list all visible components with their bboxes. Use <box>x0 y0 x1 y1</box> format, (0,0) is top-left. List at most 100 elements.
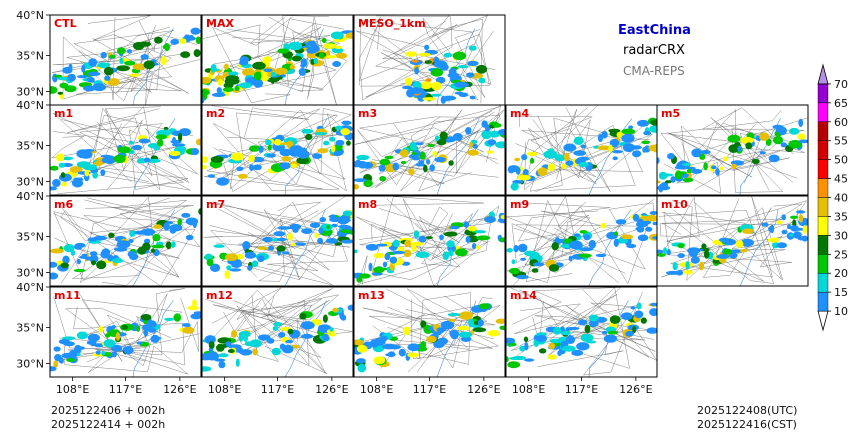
reflectivity-cell <box>216 343 225 352</box>
reflectivity-cell <box>607 330 618 335</box>
reflectivity-cell <box>439 63 449 71</box>
reflectivity-cell <box>300 58 308 68</box>
reflectivity-cell <box>404 239 412 248</box>
reflectivity-cell <box>430 68 444 77</box>
reflectivity-cell <box>293 242 307 246</box>
reflectivity-cell <box>202 366 212 372</box>
reflectivity-cell <box>578 253 592 258</box>
reflectivity-cell <box>121 324 128 330</box>
colorbar: 10 15 20 25 30 35 40 45 50 55 60 65 70 <box>817 63 848 332</box>
reflectivity-cell <box>330 31 344 40</box>
reflectivity-cell <box>290 163 298 169</box>
reflectivity-cell <box>134 230 146 235</box>
reflectivity-cell <box>568 240 583 250</box>
reflectivity-cell <box>334 45 343 50</box>
reflectivity-cell <box>354 184 359 190</box>
reflectivity-cell <box>389 256 398 264</box>
reflectivity-cell <box>685 261 690 270</box>
reflectivity-cell <box>170 139 182 144</box>
reflectivity-cell <box>192 219 197 229</box>
reflectivity-cell <box>379 176 387 182</box>
reflectivity-cell <box>52 179 61 187</box>
reflectivity-cell <box>520 257 526 261</box>
valid-time-cst: 2025122416(CST) <box>697 418 797 431</box>
reflectivity-cell <box>411 59 419 63</box>
reflectivity-cell <box>202 77 212 84</box>
reflectivity-cell <box>116 240 131 249</box>
region-title: EastChina <box>618 23 691 38</box>
reflectivity-cell <box>258 145 264 153</box>
colorbar-tick-label: 30 <box>834 229 848 242</box>
reflectivity-cell <box>141 228 156 236</box>
reflectivity-cell <box>439 234 444 241</box>
colorbar-under <box>817 310 829 332</box>
reflectivity-cell <box>138 138 151 144</box>
reflectivity-cell <box>517 174 531 181</box>
reflectivity-cell <box>356 358 366 364</box>
boundary-line <box>52 112 198 183</box>
reflectivity-cell <box>301 228 313 235</box>
reflectivity-cell <box>537 167 548 177</box>
reflectivity-cell <box>407 352 419 358</box>
panel-m5: m5 <box>656 104 809 196</box>
reflectivity-cell <box>487 329 501 337</box>
reflectivity-cell <box>768 154 780 163</box>
reflectivity-cell <box>740 136 754 144</box>
reflectivity-cell <box>552 327 562 335</box>
boundary-line <box>87 314 139 353</box>
boundary-line <box>530 107 611 192</box>
reflectivity-cell <box>289 64 296 70</box>
variable-title: radarCRX <box>623 43 685 58</box>
reflectivity-cell <box>728 252 738 259</box>
reflectivity-cell <box>80 150 93 159</box>
reflectivity-cell <box>495 141 505 149</box>
reflectivity-cell <box>210 64 217 73</box>
reflectivity-cell <box>314 132 327 136</box>
reflectivity-cell <box>323 43 337 49</box>
reflectivity-cell <box>560 330 571 336</box>
panel-label: m11 <box>54 289 81 302</box>
reflectivity-cell <box>691 148 702 158</box>
reflectivity-cell <box>413 230 420 239</box>
reflectivity-cell <box>486 150 494 154</box>
reflectivity-cell <box>672 262 678 271</box>
reflectivity-cell <box>765 138 772 146</box>
reflectivity-cell <box>466 72 475 78</box>
reflectivity-cell <box>346 140 351 146</box>
reflectivity-cell <box>643 130 652 136</box>
reflectivity-cell <box>278 332 286 338</box>
reflectivity-cell <box>226 265 232 271</box>
lon-tick-label: 117°E <box>565 383 598 396</box>
reflectivity-cell <box>340 314 347 321</box>
reflectivity-cell <box>230 152 244 161</box>
reflectivity-cell <box>382 261 388 268</box>
reflectivity-cell <box>111 325 116 329</box>
reflectivity-cell <box>239 56 250 63</box>
reflectivity-cell <box>94 343 104 348</box>
reflectivity-cell <box>190 313 201 320</box>
reflectivity-cell <box>641 140 651 145</box>
reflectivity-cell <box>60 262 69 269</box>
init-time-cst: 2025122414 + 002h <box>51 418 166 431</box>
reflectivity-cell <box>279 148 292 157</box>
lon-tick-label: 108°E <box>56 383 89 396</box>
reflectivity-cell <box>252 61 266 70</box>
boundary-line <box>236 298 328 374</box>
reflectivity-cell <box>104 75 111 81</box>
reflectivity-cell <box>182 326 195 334</box>
reflectivity-cell <box>107 78 120 86</box>
boundary-line <box>53 40 151 102</box>
reflectivity-cell <box>698 261 705 271</box>
reflectivity-cell <box>657 185 671 191</box>
reflectivity-cell <box>248 154 255 163</box>
reflectivity-cell <box>53 360 59 368</box>
reflectivity-cell <box>649 308 657 317</box>
reflectivity-cell <box>728 144 739 153</box>
colorbar-tick-label: 40 <box>834 192 848 205</box>
reflectivity-cell <box>448 160 454 166</box>
reflectivity-cell <box>202 164 207 170</box>
reflectivity-cell <box>129 230 136 237</box>
reflectivity-cell <box>123 345 134 355</box>
reflectivity-cell <box>742 228 754 234</box>
panel-m11: m11 <box>49 286 202 378</box>
